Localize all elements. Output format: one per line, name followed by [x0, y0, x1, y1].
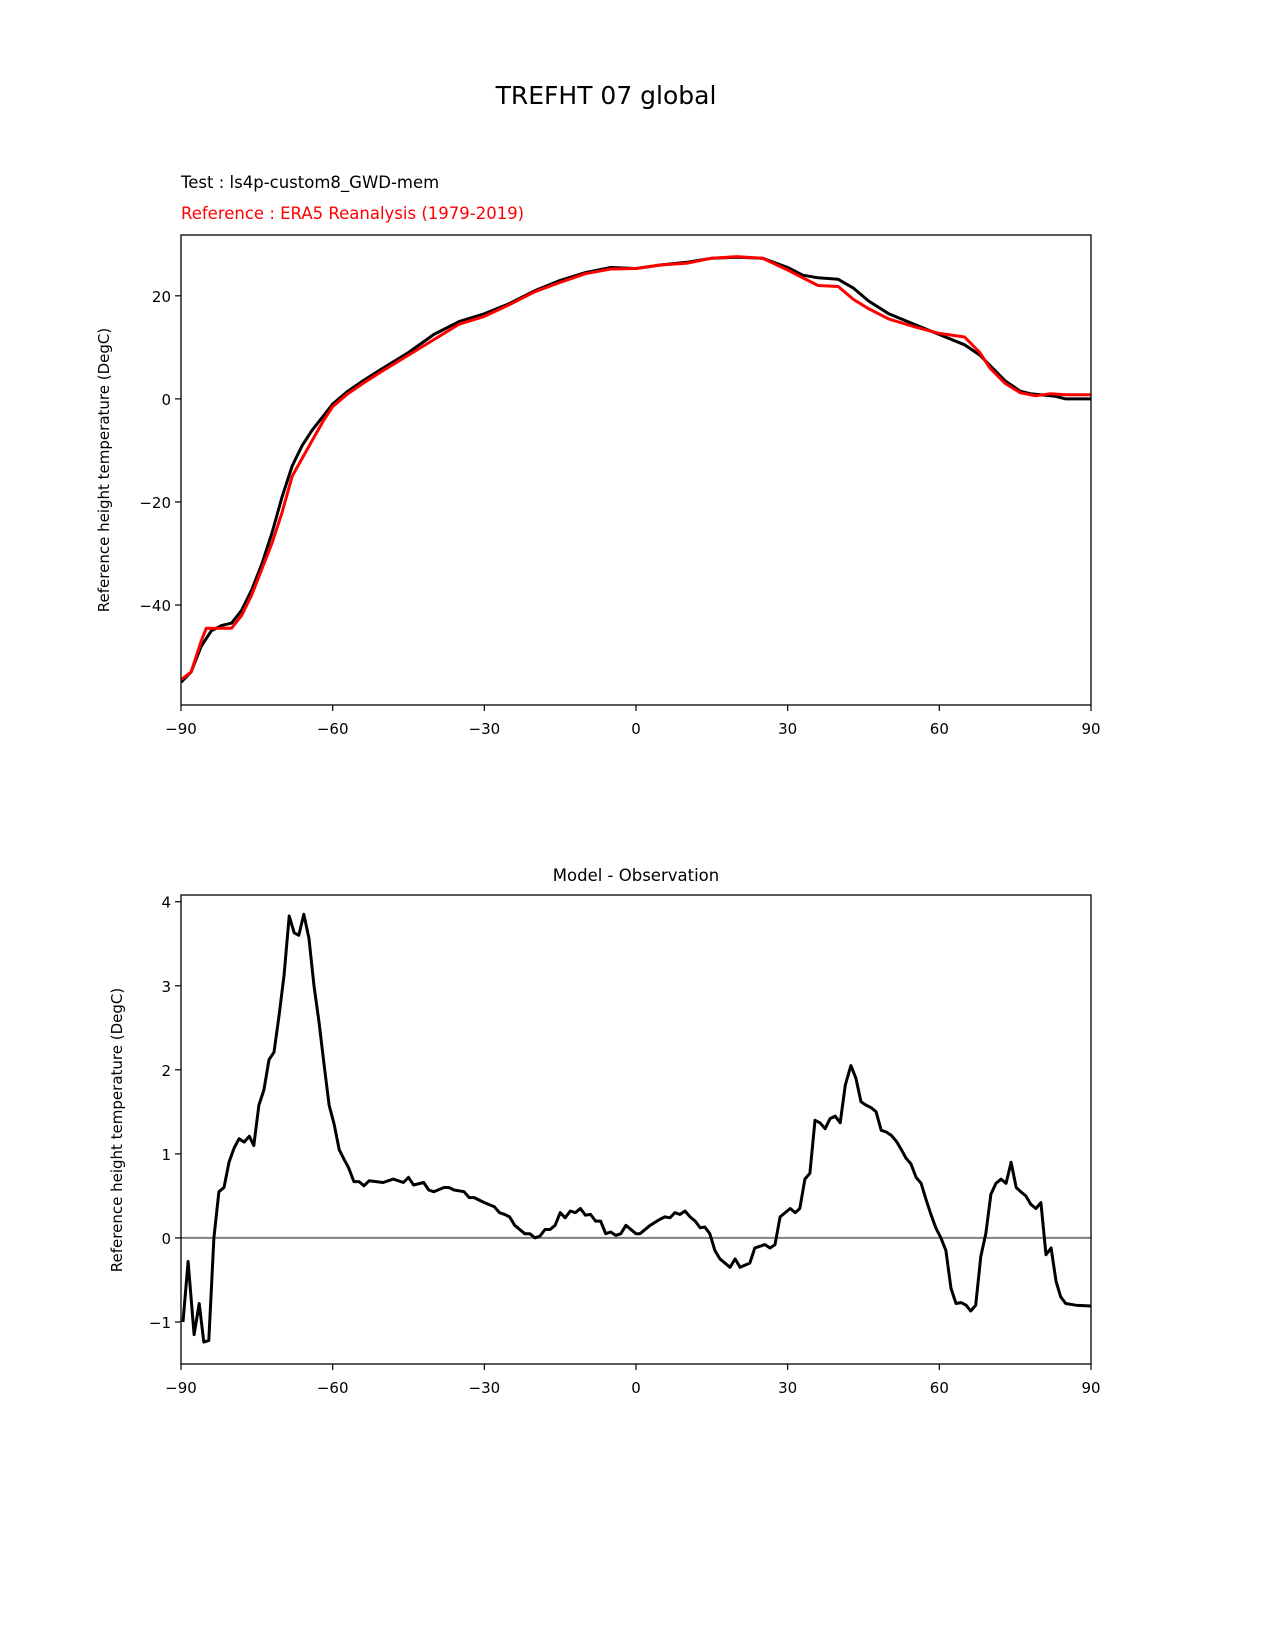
x-tick-label: −90: [165, 1379, 197, 1397]
series-line-test: [181, 255, 1091, 684]
x-tick-label: 90: [1081, 1379, 1100, 1397]
y-tick-label: −20: [139, 494, 171, 512]
series-line-reference: [181, 255, 1091, 681]
y-tick-label: 3: [161, 978, 171, 996]
bottom-title: Model - Observation: [553, 866, 719, 885]
x-tick-label: −60: [317, 720, 349, 738]
y-tick-label: 1: [161, 1146, 171, 1164]
axes-frame: [180, 894, 1092, 1365]
axes-frame: [180, 234, 1092, 706]
x-tick-label: 30: [778, 720, 797, 738]
x-tick-label: −30: [469, 1379, 501, 1397]
top-ylabel: Reference height temperature (DegC): [95, 328, 113, 612]
bottom-ylabel: Reference height temperature (DegC): [108, 988, 126, 1272]
x-tick-label: −60: [317, 1379, 349, 1397]
figure-suptitle: TREFHT 07 global: [495, 81, 717, 110]
test-label: Test : ls4p-custom8_GWD-mem: [180, 173, 439, 193]
x-tick-label: 90: [1081, 720, 1100, 738]
series-line-model-observation: [181, 912, 1091, 1344]
reference-label: Reference : ERA5 Reanalysis (1979-2019): [181, 204, 524, 223]
x-tick-label: 60: [930, 720, 949, 738]
y-tick-label: −40: [139, 597, 171, 615]
x-tick-label: −30: [469, 720, 501, 738]
y-tick-label: −1: [149, 1314, 171, 1332]
y-tick-label: 4: [161, 894, 171, 912]
y-tick-label: 0: [161, 391, 171, 409]
x-tick-label: 60: [930, 1379, 949, 1397]
x-tick-label: −90: [165, 720, 197, 738]
y-tick-label: 0: [161, 1230, 171, 1248]
x-tick-label: 0: [631, 720, 641, 738]
top-axes: −90 −60 −30 0 30 60 90 −40 −20 0 20: [139, 234, 1101, 738]
y-tick-label: 2: [161, 1062, 171, 1080]
x-tick-label: 30: [778, 1379, 797, 1397]
x-tick-label: 0: [631, 1379, 641, 1397]
bottom-axes: −90 −60 −30 0 30 60 90 −1 0 1 2 3 4: [149, 894, 1101, 1397]
y-tick-label: 20: [152, 288, 171, 306]
